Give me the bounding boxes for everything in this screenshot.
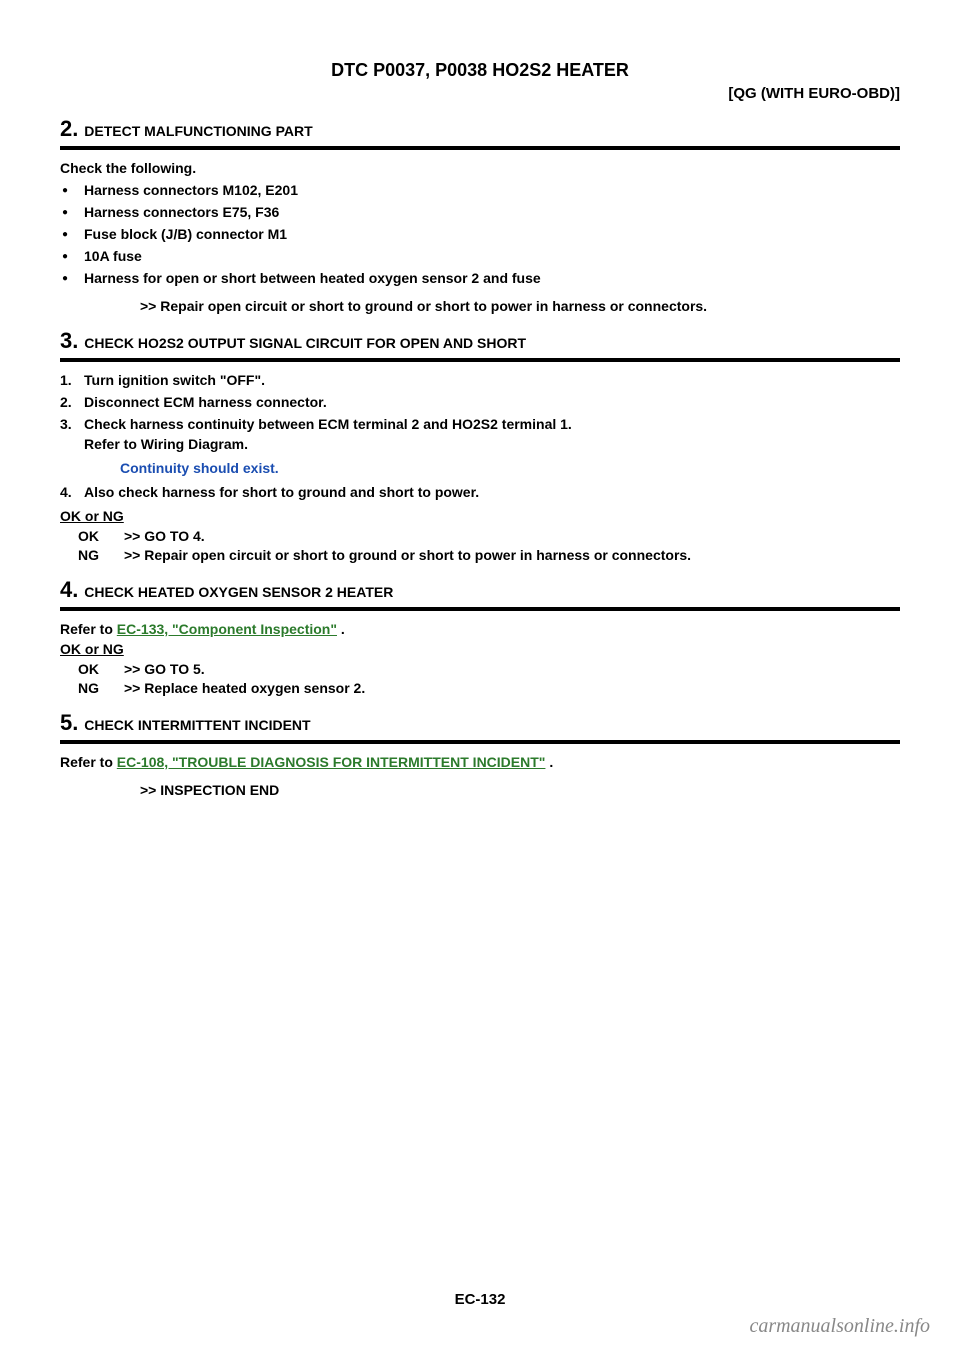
step-2-action: >> Repair open circuit or short to groun… <box>60 298 900 314</box>
okng-header: OK or NG <box>60 508 900 524</box>
divider <box>60 607 900 611</box>
okng-header: OK or NG <box>60 641 900 657</box>
item-num: 3. <box>60 416 72 432</box>
step-num-4: 4. <box>60 577 78 602</box>
okng-ok: OK>> GO TO 5. <box>60 661 900 677</box>
okng-ng: NG>> Repair open circuit or short to gro… <box>60 547 900 563</box>
refer-link[interactable]: EC-133, "Component Inspection" <box>117 621 337 637</box>
okng-text: >> GO TO 5. <box>124 661 205 677</box>
step-4-title: CHECK HEATED OXYGEN SENSOR 2 HEATER <box>84 584 393 600</box>
refer-prefix: Refer to <box>60 621 117 637</box>
okng-text: >> Repair open circuit or short to groun… <box>124 547 691 563</box>
item-num: 1. <box>60 372 72 388</box>
item-sub: Refer to Wiring Diagram. <box>84 436 900 452</box>
list-item: 4.Also check harness for short to ground… <box>84 484 900 500</box>
step-num-2: 2. <box>60 116 78 141</box>
item-num: 2. <box>60 394 72 410</box>
step-5-heading: 5. CHECK INTERMITTENT INCIDENT <box>60 710 900 736</box>
header-subtitle: [QG (WITH EURO-OBD)] <box>60 85 900 102</box>
step-2-intro: Check the following. <box>60 160 900 176</box>
step-5-refer: Refer to EC-108, "TROUBLE DIAGNOSIS FOR … <box>60 754 900 770</box>
okng-text: >> Replace heated oxygen sensor 2. <box>124 680 365 696</box>
divider <box>60 146 900 150</box>
okng-ok: OK>> GO TO 4. <box>60 528 900 544</box>
refer-suffix: . <box>337 621 345 637</box>
okng-text: >> GO TO 4. <box>124 528 205 544</box>
watermark: carmanualsonline.info <box>749 1315 930 1338</box>
step-num-5: 5. <box>60 710 78 735</box>
bullet-item: Fuse block (J/B) connector M1 <box>84 226 900 242</box>
item-text: Turn ignition switch "OFF". <box>84 372 265 388</box>
bullet-item: 10A fuse <box>84 248 900 264</box>
okng-label: OK <box>78 661 124 677</box>
step-5-action: >> INSPECTION END <box>60 782 900 798</box>
step-3-heading: 3. CHECK HO2S2 OUTPUT SIGNAL CIRCUIT FOR… <box>60 328 900 354</box>
step-5-title: CHECK INTERMITTENT INCIDENT <box>84 717 310 733</box>
item-num: 4. <box>60 484 72 500</box>
okng-label: NG <box>78 680 124 696</box>
divider <box>60 740 900 744</box>
refer-link[interactable]: EC-108, "TROUBLE DIAGNOSIS FOR INTERMITT… <box>117 754 546 770</box>
okng-ng: NG>> Replace heated oxygen sensor 2. <box>60 680 900 696</box>
okng-label: OK <box>78 528 124 544</box>
bullet-item: Harness for open or short between heated… <box>84 270 900 286</box>
list-item: 3.Check harness continuity between ECM t… <box>84 416 900 452</box>
list-item: 2.Disconnect ECM harness connector. <box>84 394 900 410</box>
bullet-item: Harness connectors E75, F36 <box>84 204 900 220</box>
step-4-heading: 4. CHECK HEATED OXYGEN SENSOR 2 HEATER <box>60 577 900 603</box>
item-text: Also check harness for short to ground a… <box>84 484 479 500</box>
continuity-note: Continuity should exist. <box>60 460 900 476</box>
okng-label: NG <box>78 547 124 563</box>
step-3-list2: 4. Also check harness for short to ground… <box>60 484 900 500</box>
page-number: EC-132 <box>0 1291 960 1308</box>
item-text: Check harness continuity between ECM ter… <box>84 416 572 432</box>
refer-suffix: . <box>545 754 553 770</box>
item-text: Disconnect ECM harness connector. <box>84 394 327 410</box>
step-num-3: 3. <box>60 328 78 353</box>
step-3-list: 1.Turn ignition switch "OFF". 2.Disconne… <box>60 372 900 452</box>
step-3-title: CHECK HO2S2 OUTPUT SIGNAL CIRCUIT FOR OP… <box>84 335 526 351</box>
step-2-bullets: Harness connectors M102, E201 Harness co… <box>60 182 900 286</box>
divider <box>60 358 900 362</box>
list-item: 1.Turn ignition switch "OFF". <box>84 372 900 388</box>
step-2-heading: 2. DETECT MALFUNCTIONING PART <box>60 116 900 142</box>
step-4-refer: Refer to EC-133, "Component Inspection" … <box>60 621 900 637</box>
bullet-item: Harness connectors M102, E201 <box>84 182 900 198</box>
refer-prefix: Refer to <box>60 754 117 770</box>
page-title: DTC P0037, P0038 HO2S2 HEATER <box>60 60 900 81</box>
step-2-title: DETECT MALFUNCTIONING PART <box>84 123 312 139</box>
